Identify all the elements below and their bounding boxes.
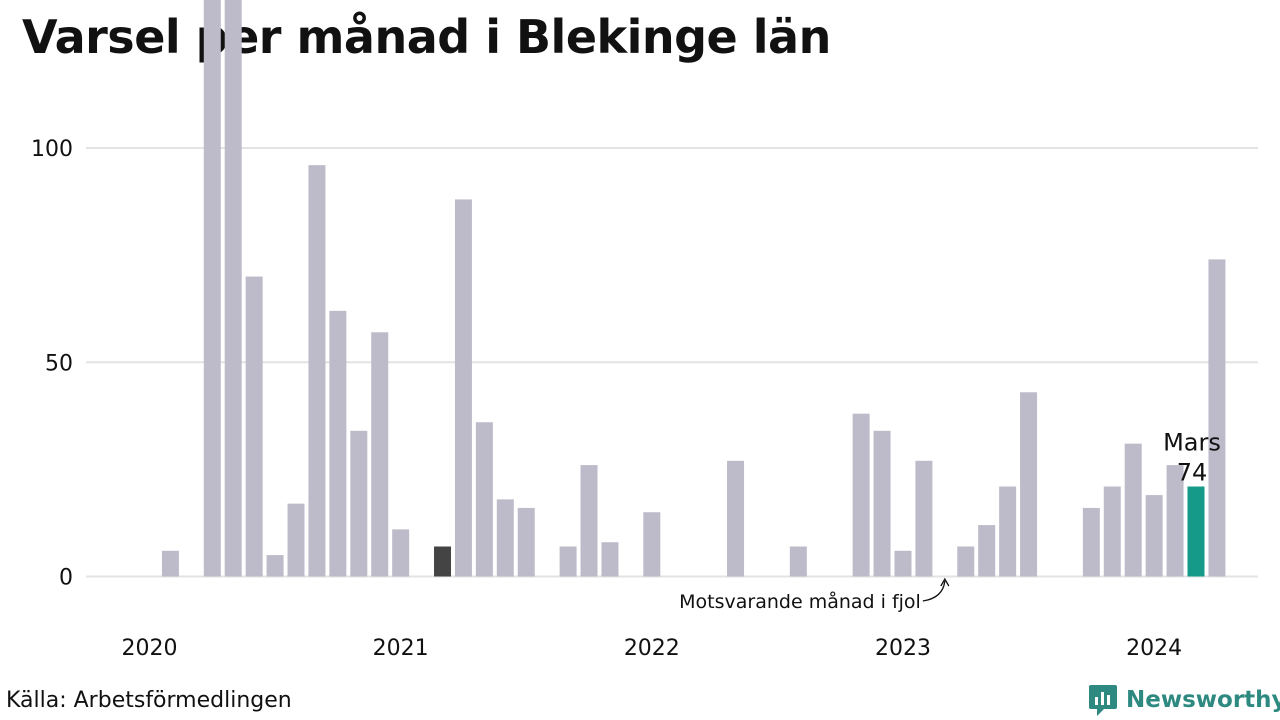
bar-2020-10 <box>329 310 347 577</box>
y-tick-label: 100 <box>31 137 73 162</box>
bar-2020-04 <box>203 0 221 577</box>
bar-2023-02 <box>915 460 933 577</box>
y-tick-label: 0 <box>59 566 73 591</box>
bar-2023-12 <box>1124 443 1142 577</box>
brand-logo: Newsworthy <box>1088 683 1280 717</box>
bar-2021-04 <box>454 199 472 577</box>
current-month-label: Mars <box>1163 429 1221 457</box>
bar-2020-02 <box>161 550 179 577</box>
bar-2022-08 <box>789 546 807 577</box>
bar-2023-05 <box>978 525 996 577</box>
y-axis: 050100150200 <box>31 137 73 591</box>
bar-2021-05 <box>475 422 493 577</box>
brand-name: Newsworthy <box>1126 687 1280 713</box>
bar-2023-06 <box>999 486 1017 577</box>
bar-2021-03 <box>434 546 452 577</box>
bar-2023-07 <box>1020 392 1038 577</box>
bar-2023-10 <box>1082 507 1100 577</box>
bar-2022-01 <box>643 512 661 577</box>
bar-2021-07 <box>517 507 535 577</box>
x-tick-label: 2024 <box>1126 636 1182 661</box>
x-tick-label: 2023 <box>875 636 931 661</box>
bars <box>161 0 1226 577</box>
bar-2024-03 <box>1187 486 1205 577</box>
chart-title: Varsel per månad i Blekinge län <box>22 10 831 64</box>
bar-2022-05 <box>727 460 745 577</box>
current-month-value: 74 <box>1177 459 1208 487</box>
bar-2023-04 <box>957 546 975 577</box>
bar-2022-12 <box>873 430 891 577</box>
bar-2022-11 <box>852 413 870 577</box>
prior-year-arrow <box>922 580 946 602</box>
bar-2023-11 <box>1103 486 1121 577</box>
bar-2021-09 <box>559 546 577 577</box>
y-tick-label: 50 <box>45 351 73 376</box>
source-note: Källa: Arbetsförmedlingen <box>6 688 292 713</box>
x-tick-label: 2020 <box>122 636 178 661</box>
bar-undefined <box>1208 259 1226 577</box>
x-axis: 2020 2021 2022 2023 2024 <box>122 636 1183 661</box>
newsworthy-chart-icon <box>1089 685 1117 716</box>
bar-2020-06 <box>245 276 263 577</box>
x-tick-label: 2022 <box>624 636 680 661</box>
bar-2020-08 <box>287 503 305 577</box>
bar-2020-09 <box>308 165 326 577</box>
arrow-head-icon <box>940 577 950 587</box>
bar-2020-11 <box>350 430 368 577</box>
bar-2021-01 <box>392 529 410 577</box>
bar-2021-06 <box>496 499 514 577</box>
bar-2024-01 <box>1145 495 1163 577</box>
bar-2023-01 <box>894 550 912 577</box>
bar-2020-05 <box>224 0 242 577</box>
x-tick-label: 2021 <box>373 636 429 661</box>
bar-2021-11 <box>601 542 619 577</box>
bar-2020-07 <box>266 555 284 577</box>
bar-2020-12 <box>371 332 389 577</box>
bar-2024-02 <box>1166 465 1184 577</box>
bar-2021-10 <box>580 465 598 577</box>
prior-year-note: Motsvarande månad i fjol <box>679 590 921 613</box>
